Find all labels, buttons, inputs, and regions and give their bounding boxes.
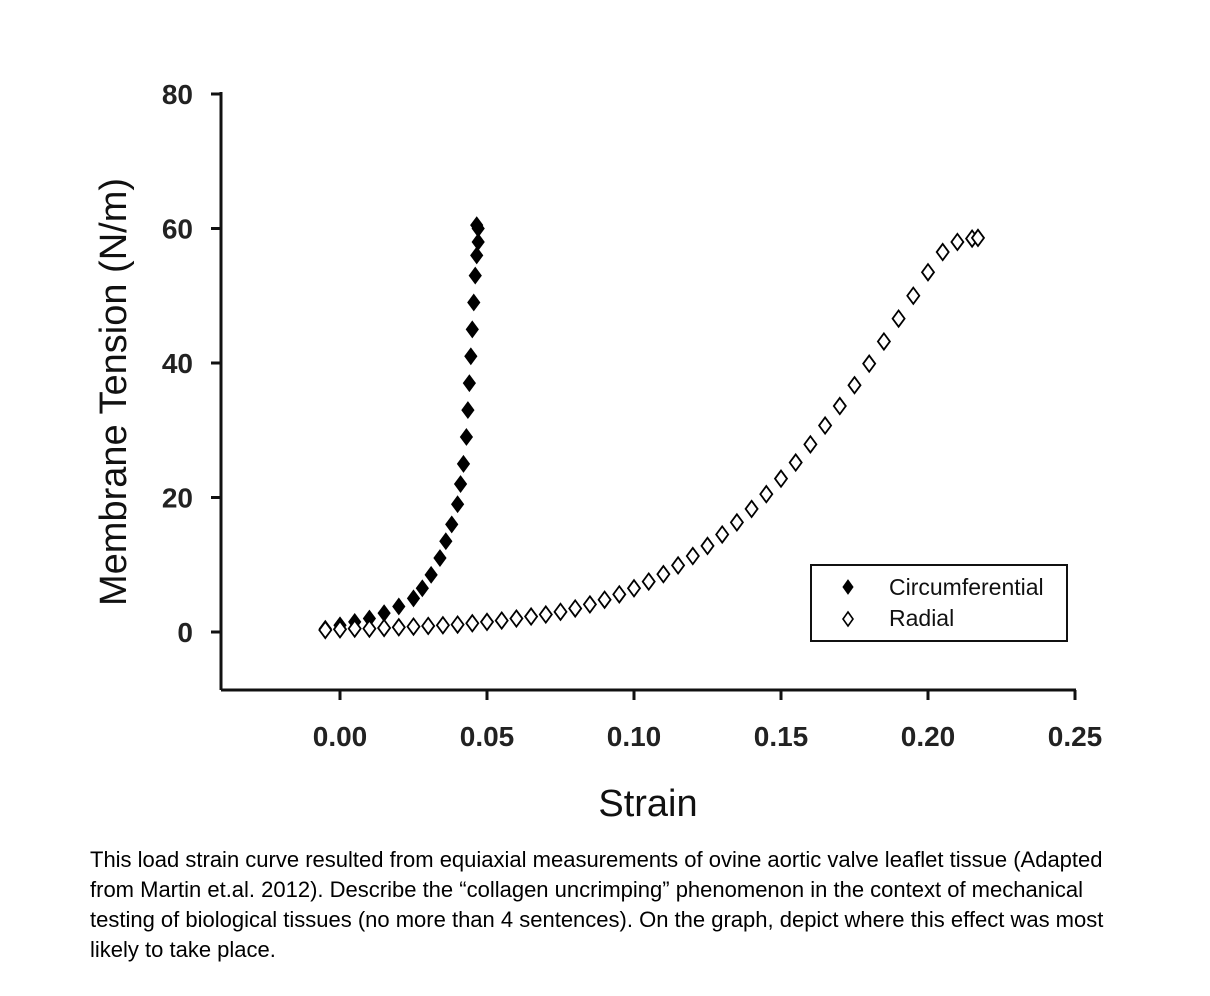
circumferential-point	[467, 293, 481, 312]
radial-point	[729, 512, 745, 532]
radial-point	[450, 614, 465, 635]
circumferential-point	[433, 549, 447, 567]
legend-marker-circumferential	[842, 579, 854, 595]
radial-point	[523, 606, 539, 627]
y-tick-label: 80	[162, 79, 193, 110]
x-axis-title: Strain	[598, 783, 697, 825]
legend-label-circumferential: Circumferential	[889, 574, 1044, 600]
radial-point	[362, 619, 377, 639]
legend-marker-radial	[842, 610, 854, 628]
circumferential-point	[415, 579, 429, 598]
radial-point	[832, 396, 847, 416]
circumferential-point	[445, 515, 459, 534]
x-tick-label: 0.05	[460, 721, 515, 752]
circumferential-point	[465, 320, 479, 339]
radial-point	[376, 618, 392, 638]
x-tick-label: 0.10	[607, 721, 662, 752]
legend-label-radial: Radial	[889, 605, 954, 631]
radial-point	[421, 616, 436, 636]
radial-point	[597, 590, 612, 610]
radial-point	[318, 620, 333, 640]
radial-point	[700, 536, 715, 556]
circumferential-point	[470, 246, 484, 265]
y-axis-title: Membrane Tension (N/m)	[93, 178, 135, 606]
circumferential-point	[468, 266, 482, 285]
circumferential-point	[450, 495, 465, 514]
radial-point	[656, 564, 671, 584]
radial-point	[435, 615, 451, 635]
y-tick-label: 20	[162, 483, 193, 514]
radial-point	[685, 546, 700, 566]
caption: This load strain curve resulted from equ…	[90, 847, 1104, 962]
circumferential-point	[470, 216, 484, 235]
circumferential-point	[471, 233, 485, 251]
radial-point	[406, 617, 421, 637]
axes	[219, 92, 1076, 692]
radial-point	[332, 619, 348, 639]
circumferential-point	[461, 401, 475, 420]
radial-point	[715, 524, 730, 545]
radial-point	[803, 434, 818, 454]
circumferential-point	[439, 532, 453, 551]
y-tick-label: 40	[162, 348, 193, 379]
circumferential-point	[392, 597, 406, 616]
radial-point	[876, 331, 892, 352]
circumferential-point	[406, 589, 421, 608]
radial-point	[847, 375, 862, 395]
radial-point	[670, 555, 686, 576]
series-circumferential	[318, 216, 485, 638]
radial-point	[862, 354, 877, 374]
radial-point	[494, 610, 509, 631]
circumferential-point	[464, 347, 478, 366]
circumferential-point	[453, 475, 468, 493]
radial-point	[391, 617, 406, 637]
radial-point	[950, 232, 965, 252]
y-tick-label: 0	[177, 617, 193, 648]
radial-point	[773, 469, 789, 489]
radial-point	[920, 262, 936, 282]
circumferential-point	[459, 428, 474, 446]
y-tick-label: 60	[162, 214, 193, 245]
y-ticks: 0 20 40 60 80	[162, 79, 221, 648]
radial-point	[970, 228, 986, 248]
circumferential-point	[462, 374, 476, 393]
radial-point	[509, 608, 524, 629]
x-tick-label: 0.25	[1048, 721, 1103, 752]
radial-point	[582, 594, 598, 615]
radial-point	[641, 571, 656, 592]
x-tick-label: 0.20	[901, 721, 956, 752]
legend-box	[810, 564, 1068, 642]
radial-point	[347, 619, 362, 639]
radial-point	[626, 578, 642, 598]
radial-point	[568, 598, 583, 619]
chart: 0 20 40 60 80 0.00 0.05 0.10 0.15 0.20 0.25 Strai…	[93, 79, 1103, 825]
radial-point	[538, 604, 553, 625]
radial-point	[465, 613, 480, 633]
radial-point	[788, 452, 803, 473]
legend: Circumferential Radial	[810, 564, 1068, 642]
radial-point	[612, 584, 627, 604]
radial-point	[817, 415, 833, 436]
radial-point	[906, 286, 921, 306]
radial-point	[744, 499, 759, 519]
series-radial	[318, 228, 986, 640]
radial-point	[479, 612, 495, 632]
x-tick-label: 0.00	[313, 721, 368, 752]
x-ticks: 0.00 0.05 0.10 0.15 0.20 0.25	[313, 690, 1103, 752]
radial-point	[935, 242, 950, 262]
radial-point	[891, 309, 906, 329]
circumferential-point	[424, 565, 438, 584]
x-tick-label: 0.15	[754, 721, 809, 752]
circumferential-point	[456, 454, 471, 473]
radial-point	[553, 602, 568, 622]
radial-point	[759, 484, 774, 504]
